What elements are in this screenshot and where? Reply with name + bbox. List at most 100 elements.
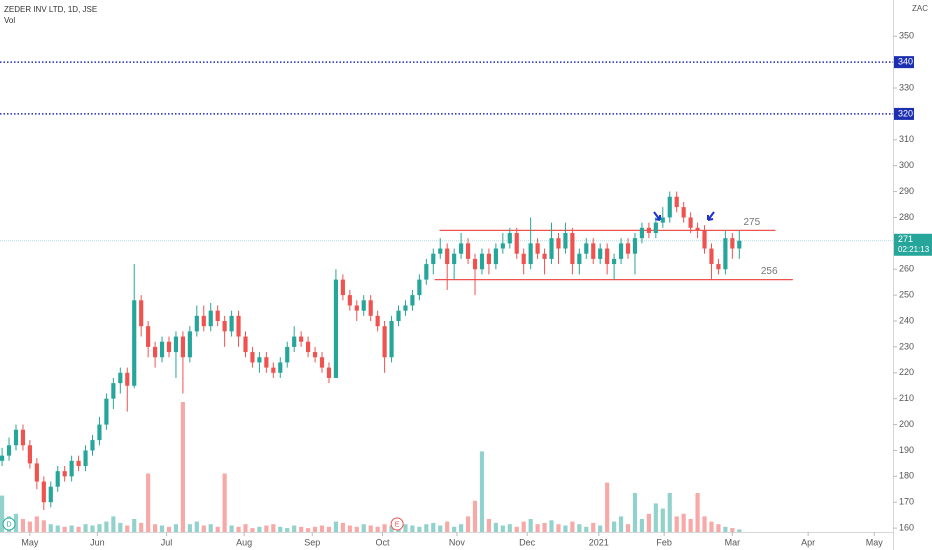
y-tick-label: 310 (899, 134, 914, 144)
volume-bar (278, 526, 283, 532)
x-tick-label: Aug (236, 537, 252, 547)
volume-bar (208, 524, 213, 532)
candle-body (69, 460, 74, 477)
candle-body (354, 305, 359, 311)
volume-bar (674, 516, 679, 532)
candle-body (13, 429, 19, 446)
candle-body (285, 346, 290, 363)
volume-bar (737, 529, 742, 532)
y-tick-label: 190 (899, 445, 914, 455)
volume-bar (243, 524, 248, 532)
candle-body (605, 248, 610, 265)
y-tick-label: 210 (899, 393, 914, 403)
y-tick-label: 160 (899, 522, 914, 532)
volume-bar (173, 524, 179, 532)
volume-bar (486, 519, 492, 532)
volume-bar (445, 521, 450, 532)
volume-bar (125, 525, 130, 532)
volume-bar (681, 513, 686, 532)
volume-bar (639, 519, 645, 532)
candle-body (500, 243, 505, 249)
candle-body (83, 450, 88, 466)
candle-body (660, 217, 665, 223)
candle-body (709, 248, 714, 265)
volume-bar (438, 525, 443, 532)
candle-body (556, 238, 561, 249)
x-tick-label: Oct (376, 537, 391, 547)
volume-bar (514, 526, 519, 532)
candle-body (702, 230, 707, 249)
candle-body (549, 238, 554, 259)
candle-body (264, 357, 269, 368)
volume-bar (0, 495, 5, 532)
volume-bar (625, 524, 631, 532)
candle-body (584, 243, 589, 254)
volume-bar (20, 519, 26, 532)
volume-bar (667, 493, 672, 532)
candle-body (375, 315, 380, 327)
y-tick-label: 170 (899, 497, 914, 507)
candle-body (695, 227, 700, 231)
x-tick-label: May (21, 537, 39, 547)
y-tick-label: 220 (899, 367, 914, 377)
volume-bar (410, 525, 415, 532)
volume-bar (264, 525, 269, 532)
price-label-box (894, 56, 914, 69)
candle-body (118, 372, 123, 384)
volume-bar (111, 516, 116, 532)
candle-body (396, 310, 401, 322)
candle-body (76, 460, 81, 466)
candle-body (674, 196, 679, 208)
volume-bar (312, 526, 318, 532)
volume-bar (34, 516, 39, 532)
volume-bar (723, 526, 728, 532)
volume-bar (236, 526, 241, 532)
volume-bar (299, 526, 304, 532)
volume-bar (166, 526, 172, 532)
volume-bar (347, 525, 352, 532)
candle-body (472, 258, 478, 270)
volume-bar (465, 516, 471, 532)
candle-body (577, 253, 582, 265)
volume-bar (695, 493, 700, 532)
volume-bar (472, 500, 478, 532)
candle-body (452, 253, 457, 265)
y-tick-label: 300 (899, 160, 914, 170)
candle-body (639, 227, 645, 239)
candle-body (271, 367, 276, 373)
volume-bar (229, 525, 234, 532)
volume-bar (222, 473, 227, 532)
candle-body (333, 279, 339, 378)
event-marker (2, 517, 16, 531)
candle-body (528, 243, 533, 265)
price-line-label: 271 (898, 234, 913, 244)
volume-bar (424, 524, 429, 532)
candle-body (111, 383, 116, 399)
candle-body (20, 429, 26, 446)
candle-body (236, 315, 241, 337)
volume-bar (479, 451, 485, 532)
volume-bar (187, 524, 192, 532)
candle-body (250, 352, 255, 363)
candle-body (570, 232, 575, 265)
candle-body (417, 279, 422, 296)
volume-bar (577, 524, 582, 532)
candle-body (257, 357, 262, 363)
candle-body (563, 232, 568, 249)
candle-body (646, 227, 651, 233)
volume-bar (90, 525, 95, 532)
candle-body (612, 258, 617, 265)
candle-body (139, 300, 144, 327)
candle-body (368, 300, 373, 316)
candle-body (514, 232, 519, 254)
candle-body (34, 463, 39, 482)
volume-bar (591, 522, 596, 532)
volume-bar (563, 525, 568, 532)
x-tick-label: Nov (449, 537, 466, 547)
volume-bar (55, 525, 60, 532)
volume-bar (431, 522, 436, 532)
candle-body (229, 315, 234, 332)
candle-body (542, 253, 547, 259)
event-marker (390, 517, 404, 531)
